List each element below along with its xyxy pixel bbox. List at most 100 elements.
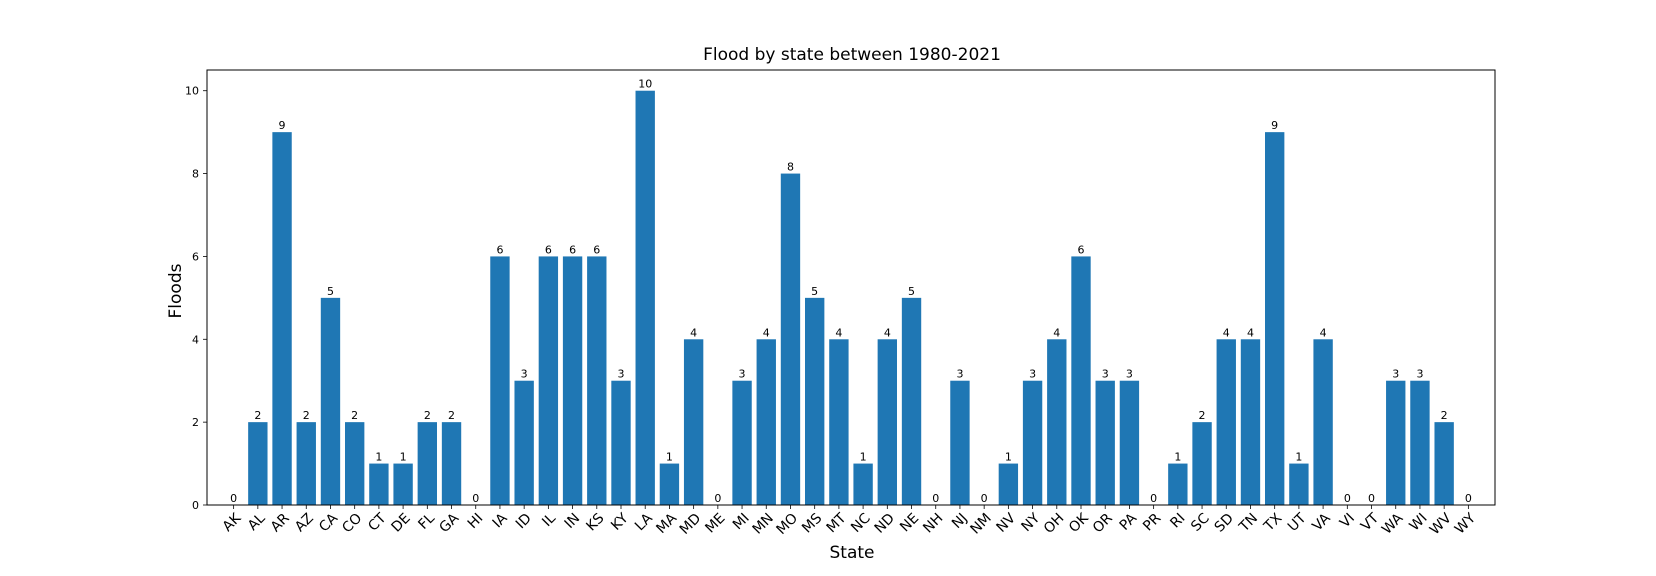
plot-frame: [206, 69, 1496, 506]
bar-nv: [998, 463, 1019, 505]
bar-ia: [490, 256, 510, 505]
x-tick-label-va: VA: [1310, 510, 1335, 535]
bar-mi: [732, 380, 752, 505]
bar-co: [345, 422, 365, 505]
bars-group: [248, 90, 1454, 506]
x-tick-label-ky: KY: [608, 510, 632, 534]
x-tick-label-ct: CT: [365, 510, 390, 535]
bar-or: [1095, 380, 1115, 505]
data-label-pr: 0: [1150, 492, 1157, 505]
x-tick-label-ak: AK: [220, 510, 245, 535]
data-label-oh: 4: [1053, 326, 1060, 339]
x-tick-label-az: AZ: [292, 510, 317, 535]
bar-nj: [950, 380, 970, 505]
x-tick-label-id: ID: [513, 510, 535, 532]
x-tick-label-oh: OH: [1041, 510, 1068, 537]
x-tick-label-ga: GA: [436, 510, 462, 536]
x-tick-label-me: ME: [702, 510, 728, 536]
data-label-hi: 0: [472, 492, 479, 505]
data-label-ny: 3: [1029, 368, 1036, 381]
data-label-mi: 3: [739, 368, 746, 381]
bar-ga: [441, 422, 462, 505]
x-tick-label-mi: MI: [730, 510, 753, 533]
bar-wi: [1410, 380, 1430, 505]
x-tick-label-nv: NV: [994, 510, 1020, 536]
y-tick-label-6: 6: [192, 250, 199, 263]
bar-md: [683, 339, 704, 505]
bar-de: [393, 463, 413, 505]
x-tick-label-tn: TN: [1236, 510, 1261, 535]
x-tick-label-nd: ND: [872, 510, 898, 536]
bar-ok: [1071, 256, 1091, 505]
bar-ca: [320, 297, 341, 505]
bar-al: [248, 422, 268, 505]
data-label-md: 4: [690, 326, 697, 339]
x-tick-label-hi: HI: [465, 510, 487, 532]
x-tick-label-wy: WY: [1452, 510, 1479, 537]
data-label-ar: 9: [279, 119, 286, 132]
data-label-ia: 6: [496, 243, 503, 256]
y-tick-label-8: 8: [192, 168, 199, 181]
data-label-vt: 0: [1368, 492, 1375, 505]
data-label-mt: 4: [835, 326, 842, 339]
y-axis-label: Floods: [166, 263, 186, 318]
x-tick-label-il: IL: [539, 510, 559, 530]
x-tick-label-ks: KS: [583, 510, 607, 534]
data-label-ak: 0: [230, 492, 237, 505]
data-label-mo: 8: [787, 161, 794, 174]
bar-ks: [587, 256, 607, 505]
x-tick-label-ne: NE: [897, 510, 922, 535]
bar-ri: [1168, 463, 1188, 505]
x-tick-label-pa: PA: [1117, 510, 1141, 534]
bar-ny: [1022, 380, 1043, 505]
data-label-il: 6: [545, 243, 552, 256]
data-label-ma: 1: [666, 451, 673, 464]
bar-mn: [756, 339, 776, 505]
y-tick-label-10: 10: [185, 85, 199, 98]
data-label-ok: 6: [1078, 243, 1085, 256]
data-label-ct: 1: [375, 451, 382, 464]
bar-ky: [611, 380, 631, 505]
x-tick-label-pr: PR: [1140, 510, 1164, 534]
data-label-or: 3: [1102, 368, 1109, 381]
bar-mo: [780, 173, 801, 506]
data-label-va: 4: [1320, 326, 1327, 339]
x-tick-label-nh: NH: [920, 510, 946, 536]
data-label-nd: 4: [884, 326, 891, 339]
x-tick-label-ri: RI: [1167, 510, 1188, 531]
data-label-co: 2: [351, 409, 358, 422]
y-tick-label-2: 2: [192, 416, 199, 429]
x-tick-label-ut: UT: [1285, 510, 1310, 535]
data-label-tn: 4: [1247, 326, 1254, 339]
data-label-fl: 2: [424, 409, 431, 422]
x-tick-label-nm: NM: [968, 510, 995, 537]
data-label-wa: 3: [1392, 368, 1399, 381]
data-label-ri: 1: [1174, 451, 1181, 464]
y-tick-label-0: 0: [192, 499, 199, 512]
bar-ut: [1289, 463, 1309, 505]
bar-nc: [853, 463, 873, 505]
bar-nd: [877, 339, 897, 505]
data-label-ks: 6: [593, 243, 600, 256]
data-label-me: 0: [714, 492, 721, 505]
data-label-ne: 5: [908, 285, 915, 298]
data-label-id: 3: [521, 368, 528, 381]
bar-mt: [829, 339, 849, 505]
data-label-pa: 3: [1126, 368, 1133, 381]
data-label-nm: 0: [981, 492, 988, 505]
x-tick-label-ok: OK: [1066, 510, 1092, 536]
data-label-ms: 5: [811, 285, 818, 298]
x-tick-label-wi: WI: [1407, 510, 1431, 534]
data-label-nv: 1: [1005, 451, 1012, 464]
bar-pa: [1119, 380, 1140, 505]
x-axis-label: State: [830, 543, 875, 563]
bar-wa: [1386, 380, 1406, 505]
data-label-wy: 0: [1465, 492, 1472, 505]
data-label-ut: 1: [1295, 451, 1302, 464]
bar-il: [538, 256, 559, 505]
x-tick-label-or: OR: [1090, 510, 1116, 536]
data-label-wi: 3: [1416, 368, 1423, 381]
data-label-nh: 0: [932, 492, 939, 505]
